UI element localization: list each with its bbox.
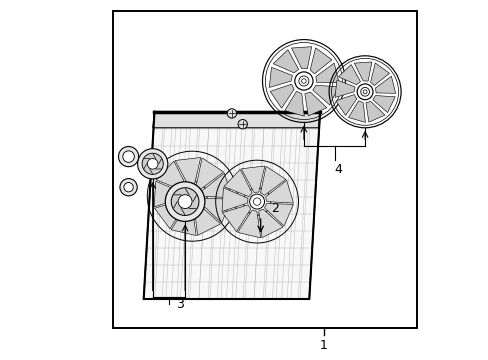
Polygon shape	[200, 198, 231, 223]
Circle shape	[142, 153, 163, 174]
Polygon shape	[365, 102, 384, 122]
Polygon shape	[222, 205, 250, 232]
Polygon shape	[273, 50, 298, 73]
Polygon shape	[270, 84, 294, 108]
Polygon shape	[269, 67, 292, 87]
Circle shape	[120, 179, 137, 196]
Polygon shape	[304, 92, 326, 116]
Polygon shape	[265, 180, 293, 203]
Circle shape	[356, 84, 372, 100]
Circle shape	[238, 120, 247, 129]
Circle shape	[227, 109, 236, 118]
Circle shape	[118, 147, 139, 167]
Circle shape	[165, 182, 204, 221]
Polygon shape	[154, 181, 182, 207]
Circle shape	[188, 192, 196, 200]
Polygon shape	[171, 205, 196, 235]
Polygon shape	[291, 47, 311, 69]
Circle shape	[249, 194, 264, 209]
Polygon shape	[222, 188, 247, 211]
Circle shape	[301, 79, 305, 83]
Polygon shape	[224, 169, 252, 197]
Polygon shape	[175, 158, 200, 186]
Circle shape	[137, 149, 167, 179]
Polygon shape	[370, 63, 389, 86]
Text: 2: 2	[271, 202, 279, 215]
Polygon shape	[156, 161, 186, 191]
Circle shape	[298, 76, 308, 86]
Polygon shape	[312, 85, 338, 105]
Polygon shape	[335, 95, 356, 116]
Circle shape	[178, 195, 192, 208]
Polygon shape	[153, 112, 320, 128]
Circle shape	[184, 188, 200, 204]
Text: 1: 1	[319, 339, 327, 352]
Polygon shape	[348, 101, 365, 122]
Polygon shape	[284, 91, 304, 116]
Polygon shape	[241, 166, 264, 193]
Text: 4: 4	[333, 163, 341, 176]
Polygon shape	[315, 63, 338, 83]
Polygon shape	[196, 158, 223, 189]
Polygon shape	[258, 209, 283, 238]
Circle shape	[147, 158, 158, 169]
Polygon shape	[154, 200, 185, 229]
Circle shape	[122, 151, 134, 162]
Polygon shape	[237, 210, 260, 238]
Polygon shape	[260, 166, 285, 195]
Text: 3: 3	[175, 298, 183, 311]
Circle shape	[360, 87, 369, 96]
Circle shape	[363, 90, 366, 94]
Circle shape	[294, 72, 312, 90]
Polygon shape	[372, 95, 394, 113]
Circle shape	[123, 183, 133, 192]
Polygon shape	[309, 48, 331, 74]
Circle shape	[171, 188, 199, 215]
Polygon shape	[375, 76, 395, 93]
Polygon shape	[338, 64, 360, 85]
Circle shape	[253, 198, 260, 205]
Bar	[113, 11, 416, 328]
Polygon shape	[143, 112, 320, 299]
Polygon shape	[354, 62, 371, 81]
Polygon shape	[264, 203, 293, 226]
Polygon shape	[334, 80, 354, 98]
Polygon shape	[201, 173, 231, 198]
Polygon shape	[194, 204, 220, 235]
